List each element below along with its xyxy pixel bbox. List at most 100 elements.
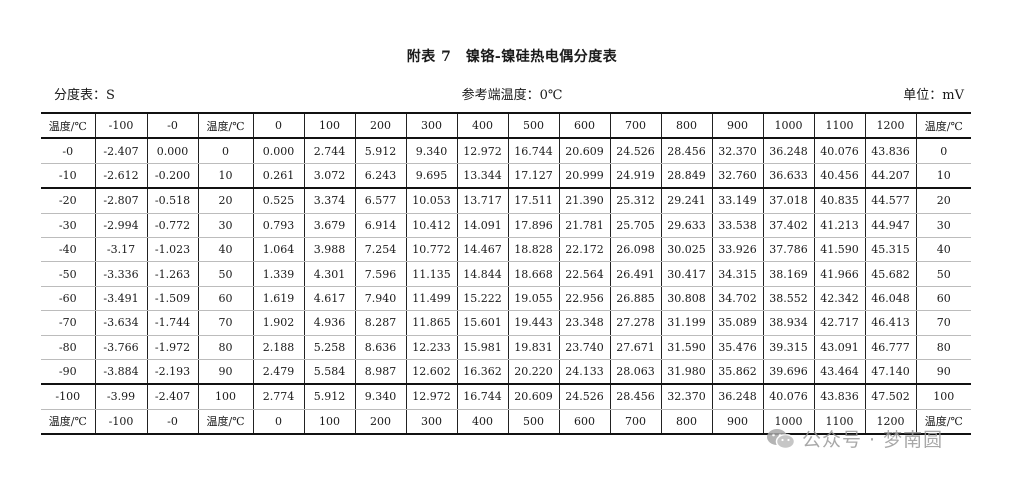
table-cell: 13.344 <box>457 163 509 190</box>
table-cell: 15.981 <box>457 335 509 360</box>
table-cell: 28.063 <box>610 359 662 386</box>
table-cell: 39.315 <box>763 335 815 360</box>
table-cell: 2.774 <box>253 384 305 410</box>
table-cell: 26.491 <box>610 261 662 287</box>
table-cell: 1.064 <box>253 237 305 263</box>
table-cell: 44.947 <box>865 213 917 238</box>
table-cell: 18.668 <box>508 261 560 287</box>
table-cell: 10.053 <box>406 188 458 214</box>
table-cell: -1.509 <box>147 286 199 312</box>
table-cell: 1.619 <box>253 286 305 312</box>
table-cell: -90 <box>41 359 96 386</box>
table-cell: 0.000 <box>147 138 199 164</box>
table-cell: 1100 <box>814 111 866 140</box>
table-row: -50 -3.336 -1.263 50 1.339 4.301 7.596 11.135 14… <box>41 261 971 287</box>
table-row: -10 -2.612 -0.200 10 0.261 3.072 6.243 9.695 13.… <box>41 163 971 190</box>
table-cell: -2.407 <box>147 384 199 410</box>
table-cell: 400 <box>457 409 509 436</box>
table-cell: 21.781 <box>559 213 611 238</box>
table-cell: 31.199 <box>661 310 713 336</box>
table-title: 附表 7 镍铬-镍硅热电偶分度表 <box>406 49 618 65</box>
table-cell: 37.018 <box>763 188 815 214</box>
table-row: -90 -3.884 -2.193 90 2.479 5.584 8.987 12.602 16… <box>41 359 971 386</box>
table-cell: 700 <box>610 111 662 140</box>
table-cell: 38.934 <box>763 310 815 336</box>
table-cell: 40.076 <box>814 138 866 164</box>
table-cell: 20 <box>916 188 971 214</box>
table-cell: 70 <box>916 310 971 336</box>
table-cell: 温度/℃ <box>198 409 254 436</box>
table-cell: 5.912 <box>304 384 356 410</box>
table-cell: 2.479 <box>253 359 305 386</box>
table-cell: 0.793 <box>253 213 305 238</box>
table-cell: 90 <box>198 359 254 386</box>
table-cell: 33.538 <box>712 213 764 238</box>
table-cell: -1.023 <box>147 237 199 263</box>
table-cell: 35.862 <box>712 359 764 386</box>
table-cell: 4.301 <box>304 261 356 287</box>
table-cell: 9.695 <box>406 163 458 190</box>
table-cell: -2.193 <box>147 359 199 386</box>
table-cell: 200 <box>355 409 407 436</box>
table-cell: 30 <box>916 213 971 238</box>
table-cell: -2.407 <box>95 138 148 164</box>
table-cell: -10 <box>41 163 96 190</box>
table-cell: 16.362 <box>457 359 509 386</box>
table-cell: 7.254 <box>355 237 407 263</box>
table-cell: 34.702 <box>712 286 764 312</box>
table-cell: 2.744 <box>304 138 356 164</box>
table-cell: 14.091 <box>457 213 509 238</box>
table-cell: -2.807 <box>95 188 148 214</box>
table-cell: 11.865 <box>406 310 458 336</box>
table-cell: 40.456 <box>814 163 866 190</box>
table-cell: 19.443 <box>508 310 560 336</box>
table-cell: 900 <box>712 111 764 140</box>
table-cell: -0 <box>147 111 199 140</box>
table-cell: 40 <box>916 237 971 263</box>
table-cell: 90 <box>916 359 971 386</box>
table-cell: -80 <box>41 335 96 360</box>
table-cell: 60 <box>198 286 254 312</box>
table-cell: 1.339 <box>253 261 305 287</box>
table-cell: -3.17 <box>95 237 148 263</box>
table-cell: -3.634 <box>95 310 148 336</box>
thermocouple-table: 温度/℃ -100 -0 温度/℃ 0 100 200 300 400 500 600 700 800 9… <box>41 111 971 436</box>
table-cell: 37.402 <box>763 213 815 238</box>
table-cell: 36.633 <box>763 163 815 190</box>
table-cell: 22.172 <box>559 237 611 263</box>
table-cell: 温度/℃ <box>41 409 96 436</box>
table-cell: -100 <box>95 409 148 436</box>
table-cell: -60 <box>41 286 96 312</box>
table-cell: 100 <box>198 384 254 410</box>
table-cell: 11.499 <box>406 286 458 312</box>
table-cell: 1200 <box>865 409 917 436</box>
table-cell: 45.682 <box>865 261 917 287</box>
table-cell: 25.705 <box>610 213 662 238</box>
table-cell: 0 <box>253 111 305 140</box>
table-cell: 12.972 <box>406 384 458 410</box>
table-cell: 33.149 <box>712 188 764 214</box>
table-cell: 29.241 <box>661 188 713 214</box>
table-cell: 20.999 <box>559 163 611 190</box>
table-row: -20 -2.807 -0.518 20 0.525 3.374 6.577 10.053 13… <box>41 188 971 214</box>
table-cell: -3.336 <box>95 261 148 287</box>
table-cell: 7.940 <box>355 286 407 312</box>
table-cell: 16.744 <box>508 138 560 164</box>
table-cell: 30.808 <box>661 286 713 312</box>
table-cell: 70 <box>198 310 254 336</box>
table-cell: -1.972 <box>147 335 199 360</box>
table-cell: 6.577 <box>355 188 407 214</box>
table-cell: 27.671 <box>610 335 662 360</box>
table-cell: 2.188 <box>253 335 305 360</box>
table-cell: -2.994 <box>95 213 148 238</box>
table-row: -100 -3.99 -2.407 100 2.774 5.912 9.340 12.972 1… <box>41 384 971 410</box>
table-cell: 600 <box>559 409 611 436</box>
table-cell: 47.502 <box>865 384 917 410</box>
table-cell: 14.467 <box>457 237 509 263</box>
table-cell: -30 <box>41 213 96 238</box>
table-cell: 40.835 <box>814 188 866 214</box>
table-row: -70 -3.634 -1.744 70 1.902 4.936 8.287 11.865 15… <box>41 310 971 336</box>
table-cell: 0 <box>253 409 305 436</box>
table-cell: 26.098 <box>610 237 662 263</box>
table-cell: -3.884 <box>95 359 148 386</box>
